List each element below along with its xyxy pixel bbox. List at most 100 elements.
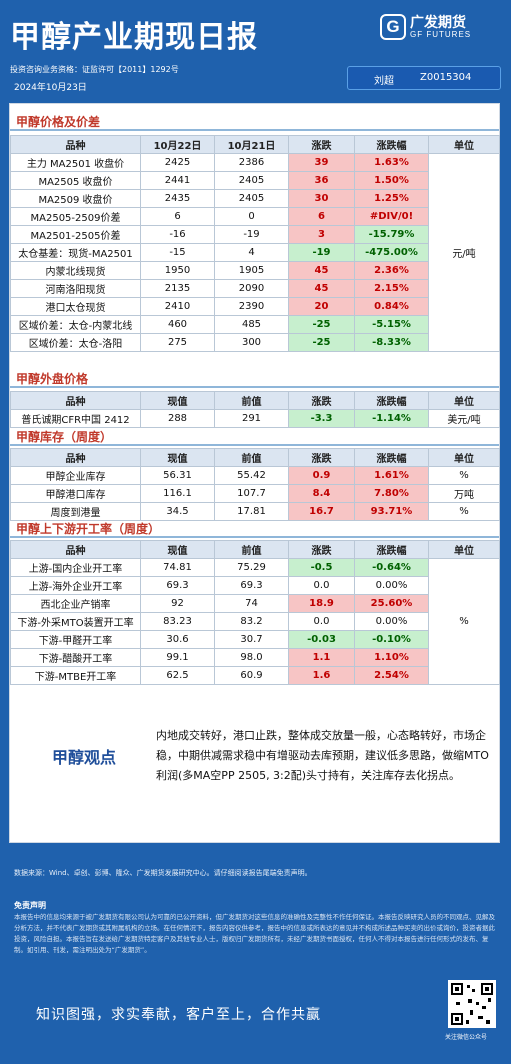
row-name: 区域价差：太仓-洛阳 — [10, 333, 141, 352]
change-value: 8.4 — [288, 484, 355, 503]
previous-value: 1905 — [214, 261, 289, 280]
change-percent: -8.33% — [354, 333, 429, 352]
change-percent: 7.80% — [354, 484, 429, 503]
change-percent: -475.00% — [354, 243, 429, 262]
change-value: 36 — [288, 171, 355, 190]
change-value: 1.1 — [288, 648, 355, 667]
price-table: 品种 10月22日 10月21日 涨跌 涨跌幅 单位 主力 MA2501 收盘价 2425 23… — [10, 135, 500, 352]
table-row: 区域价差：太仓-洛阳 275 300 -25 -8.33% — [10, 333, 500, 352]
column-header: 单位 — [428, 391, 500, 410]
change-percent: 93.71% — [354, 502, 429, 521]
previous-value: 107.7 — [214, 484, 289, 503]
change-percent: 1.61% — [354, 466, 429, 485]
previous-value: 98.0 — [214, 648, 289, 667]
unit-cell: % — [428, 466, 500, 485]
section-title-outer: 甲醇外盘价格 — [10, 371, 499, 388]
row-name: 下游-外采MTO装置开工率 — [10, 612, 141, 631]
logo-text-en: GF FUTURES — [410, 30, 472, 39]
chain-table: 品种 现值 前值 涨跌 涨跌幅 单位 上游-国内企业开工率 74.81 75.29 -0.5 -0.… — [10, 540, 500, 685]
report-date: 2024年10月23日 — [14, 83, 87, 93]
table-row: 上游-国内企业开工率 74.81 75.29 -0.5 -0.64%% — [10, 558, 500, 685]
previous-value: 4 — [214, 243, 289, 262]
outer-price-table: 品种 现值 前值 涨跌 涨跌幅 单位 普氏诚期CFR中国 2412 288 291 -3.3 -1.… — [10, 391, 500, 428]
current-value: 30.6 — [140, 630, 215, 649]
license-text: 投资咨询业务资格：证监许可【2011】1292号 — [10, 65, 179, 74]
change-value: 45 — [288, 279, 355, 298]
table-row: 港口太仓现货 2410 2390 20 0.84% — [10, 297, 500, 316]
row-name: 普氏诚期CFR中国 2412 — [10, 409, 141, 428]
author-id: Z0015304 — [420, 72, 472, 83]
current-value: 34.5 — [140, 502, 215, 521]
current-value: 288 — [140, 409, 215, 428]
column-header: 10月22日 — [140, 135, 215, 154]
logo-mark-icon: G — [380, 14, 406, 40]
previous-value: 60.9 — [214, 666, 289, 685]
change-value: -19 — [288, 243, 355, 262]
change-value: 30 — [288, 189, 355, 208]
unit-cell: % — [428, 502, 500, 521]
column-header: 品种 — [10, 540, 141, 559]
change-value: -0.03 — [288, 630, 355, 649]
previous-value: 74 — [214, 594, 289, 613]
previous-value: -19 — [214, 225, 289, 244]
column-header: 单位 — [428, 540, 500, 559]
column-header: 涨跌 — [288, 391, 355, 410]
change-value: -25 — [288, 333, 355, 352]
previous-value: 30.7 — [214, 630, 289, 649]
previous-value: 300 — [214, 333, 289, 352]
row-name: 主力 MA2501 收盘价 — [10, 153, 141, 172]
table-row: 主力 MA2501 收盘价 2425 2386 39 1.63% 元/吨 — [10, 153, 500, 352]
current-value: -16 — [140, 225, 215, 244]
change-percent: -0.10% — [354, 630, 429, 649]
table-row: 下游-外采MTO装置开工率 83.23 83.2 0.0 0.00% — [10, 612, 500, 631]
table-row: MA2509 收盘价 2435 2405 30 1.25% — [10, 189, 500, 208]
row-name: 上游-国内企业开工率 — [10, 558, 141, 577]
current-value: 6 — [140, 207, 215, 226]
change-value: -3.3 — [288, 409, 355, 428]
row-name: MA2509 收盘价 — [10, 189, 141, 208]
row-name: 太仓基差：现货-MA2501 — [10, 243, 141, 262]
current-value: -15 — [140, 243, 215, 262]
report-panel: 甲醇价格及价差 品种 10月22日 10月21日 涨跌 涨跌幅 单位 主力 MA2501 收… — [9, 103, 500, 843]
current-value: 2435 — [140, 189, 215, 208]
change-percent: -1.14% — [354, 409, 429, 428]
change-value: 45 — [288, 261, 355, 280]
column-header: 单位 — [428, 448, 500, 467]
previous-value: 2405 — [214, 189, 289, 208]
current-value: 83.23 — [140, 612, 215, 631]
table-row: 内蒙北线现货 1950 1905 45 2.36% — [10, 261, 500, 280]
disclaimer-text: 本报告中的信息均来源于被广发期货有限公司认为可靠的已公开资料，但广发期货对这些信… — [14, 913, 495, 954]
column-header: 现值 — [140, 448, 215, 467]
table-row: MA2505-2509价差 6 0 6 #DIV/0! — [10, 207, 500, 226]
column-header: 涨跌 — [288, 448, 355, 467]
current-value: 116.1 — [140, 484, 215, 503]
change-value: 0.0 — [288, 612, 355, 631]
table-row: 区域价差：太仓-内蒙北线 460 485 -25 -5.15% — [10, 315, 500, 334]
change-percent: 0.00% — [354, 576, 429, 595]
change-percent: 2.36% — [354, 261, 429, 280]
column-header: 前值 — [214, 540, 289, 559]
table-row: 下游-甲醛开工率 30.6 30.7 -0.03 -0.10% — [10, 630, 500, 649]
column-header: 现值 — [140, 391, 215, 410]
column-header: 品种 — [10, 391, 141, 410]
view-text: 内地成交转好，港口止跌，整体成交放量一般，心态略转好，市场企稳，中期供减需求稳中… — [156, 729, 489, 782]
row-name: 下游-甲醛开工率 — [10, 630, 141, 649]
row-name: 甲醇企业库存 — [10, 466, 141, 485]
current-value: 62.5 — [140, 666, 215, 685]
row-name: 西北企业产销率 — [10, 594, 141, 613]
change-percent: 1.63% — [354, 153, 429, 172]
previous-value: 2405 — [214, 171, 289, 190]
table-row: 周度到港量 34.5 17.81 16.7 93.71%% — [10, 502, 500, 521]
table-row: MA2505 收盘价 2441 2405 36 1.50% — [10, 171, 500, 190]
column-header: 涨跌幅 — [354, 448, 429, 467]
table-header-row: 品种 现值 前值 涨跌 涨跌幅 单位 — [10, 391, 500, 410]
table-row: 甲醇企业库存 56.31 55.42 0.9 1.61%% — [10, 466, 500, 485]
change-percent: #DIV/0! — [354, 207, 429, 226]
row-name: MA2501-2505价差 — [10, 225, 141, 244]
view-section: 甲醇观点 内地成交转好，港口止跌，整体成交放量一般，心态略转好，市场企稳，中期供… — [10, 684, 499, 842]
current-value: 460 — [140, 315, 215, 334]
column-header: 涨跌 — [288, 135, 355, 154]
change-value: 0.9 — [288, 466, 355, 485]
company-logo: G 广发期货 GF FUTURES — [380, 14, 500, 44]
column-header: 品种 — [10, 448, 141, 467]
